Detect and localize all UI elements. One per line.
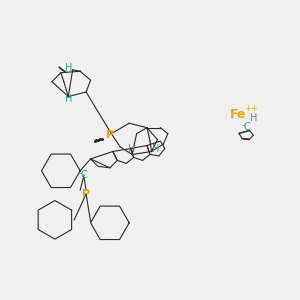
Text: P: P	[82, 189, 90, 199]
Text: P: P	[106, 130, 114, 140]
Text: H: H	[250, 113, 257, 123]
Text: Fe: Fe	[230, 108, 246, 121]
Text: H: H	[128, 143, 136, 154]
Text: C: C	[81, 170, 87, 180]
Text: ++: ++	[244, 104, 258, 113]
Text: H: H	[152, 144, 159, 154]
Text: -: -	[78, 168, 82, 178]
Text: H: H	[65, 63, 73, 73]
Text: -: -	[242, 120, 245, 130]
Text: H: H	[64, 94, 72, 103]
Text: C: C	[244, 122, 250, 132]
